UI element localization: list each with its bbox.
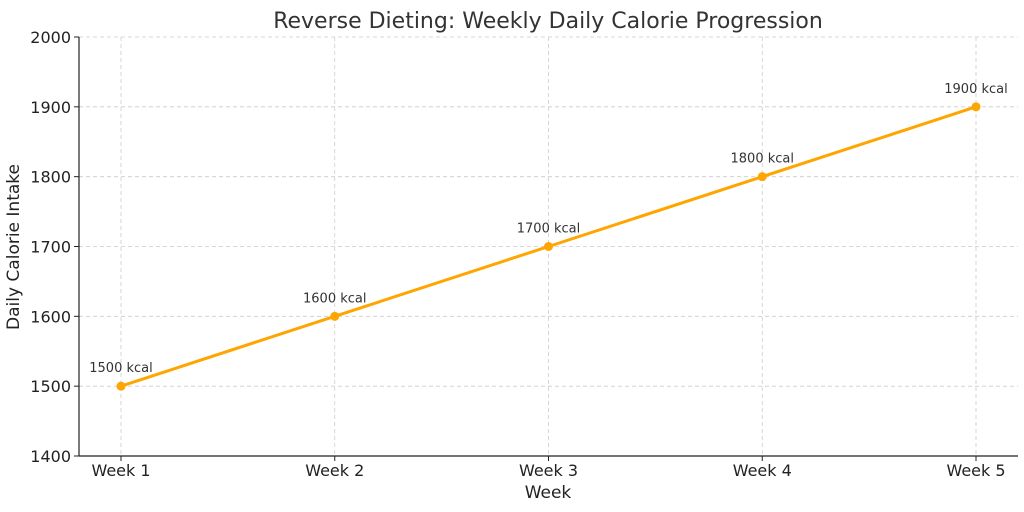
y-tick-label: 2000: [30, 28, 71, 47]
data-label: 1500 kcal: [89, 361, 152, 376]
data-point: [544, 242, 553, 251]
axes: 1400 1500 1600 1700 1800 1900 2000 Week 1 Week 2…: [30, 28, 1018, 480]
x-tick-label: Week 5: [946, 461, 1005, 480]
chart-title: Reverse Dieting: Weekly Daily Calorie Pr…: [273, 9, 823, 34]
data-label: 1900 kcal: [944, 82, 1007, 97]
data-label: 1600 kcal: [303, 291, 366, 306]
y-tick-label: 1700: [30, 238, 71, 257]
x-tick-label: Week 3: [519, 461, 578, 480]
data-point: [971, 102, 981, 112]
y-axis-label: Daily Calorie Intake: [4, 164, 24, 330]
y-tick-label: 1400: [30, 447, 71, 466]
data-point: [757, 172, 767, 182]
y-tick-label: 1600: [30, 307, 71, 326]
data-point: [330, 311, 340, 321]
x-axis-label: Week: [525, 483, 572, 503]
data-point: [116, 381, 126, 391]
data-labels: 1500 kcal 1600 kcal 1700 kcal 1800 kcal 1900…: [89, 82, 1007, 376]
x-tick-label: Week 2: [305, 461, 364, 480]
data-label: 1700 kcal: [517, 222, 580, 237]
x-tick-label: Week 4: [733, 461, 792, 480]
y-tick-label: 1800: [30, 168, 71, 187]
data-label: 1800 kcal: [731, 152, 794, 167]
series: [116, 102, 981, 391]
x-tick-label: Week 1: [91, 461, 150, 480]
y-tick-label: 1500: [30, 377, 71, 396]
y-tick-label: 1900: [30, 98, 71, 117]
